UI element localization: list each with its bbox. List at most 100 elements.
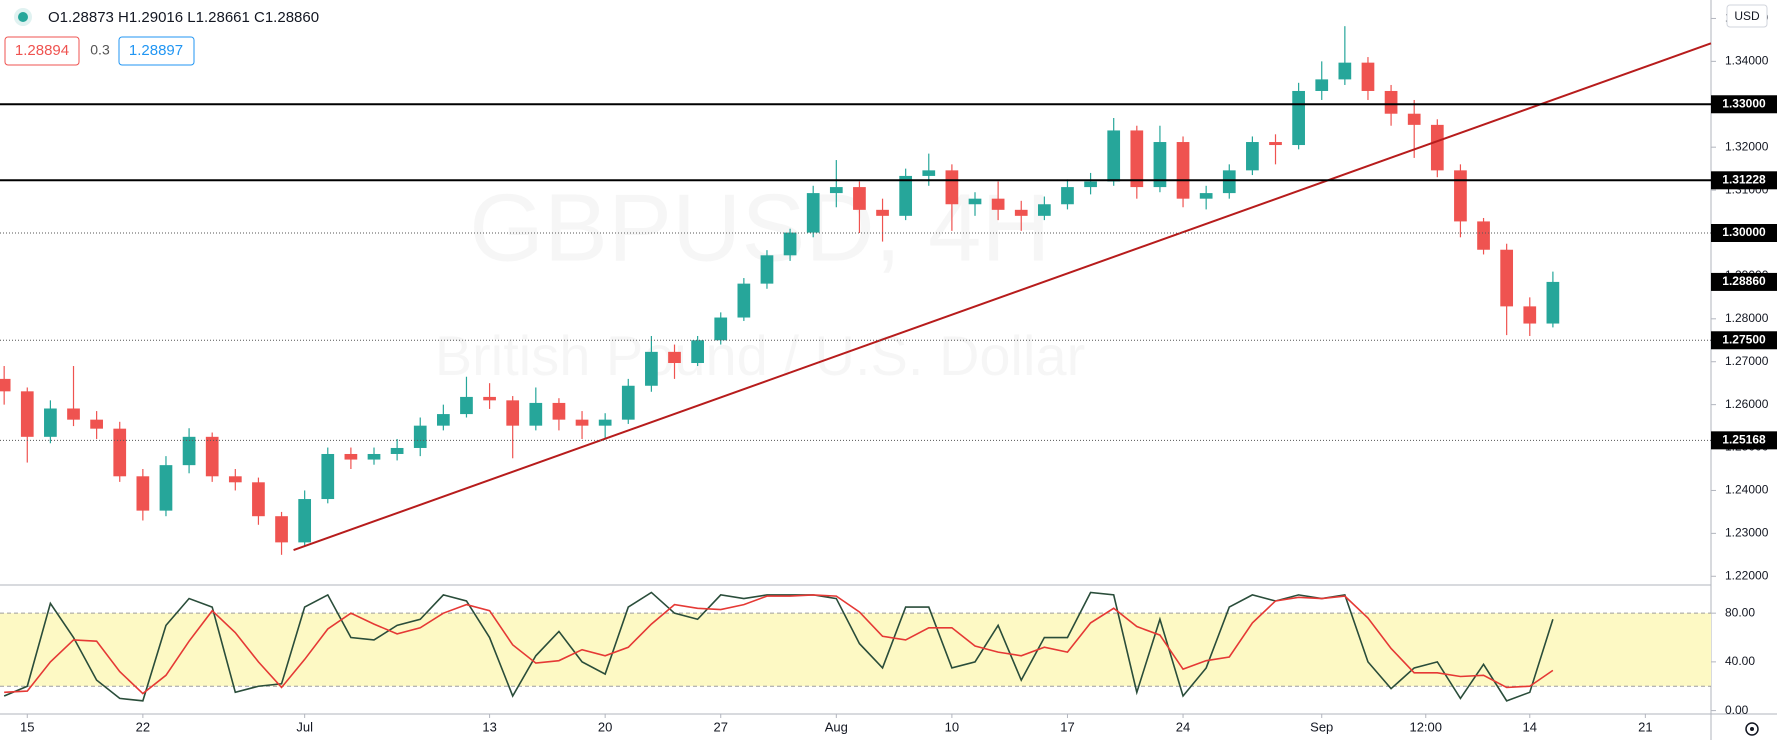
currency-box[interactable] (1726, 4, 1768, 28)
candle-body (506, 400, 520, 426)
x-tick-label: 15 (20, 719, 34, 734)
candle-body (1292, 90, 1305, 146)
bid-price[interactable]: 1.28894 (15, 42, 69, 59)
watermark-sub: British Pound / U.S. Dollar (435, 324, 1085, 387)
candle-body (1037, 204, 1051, 216)
candle-body (922, 170, 936, 176)
candle-body (1523, 306, 1537, 324)
candle-body (0, 378, 11, 392)
candle-body (298, 499, 312, 543)
candle-body (1269, 142, 1282, 146)
y-tick-label: 1.24000 (1725, 483, 1769, 497)
settings-icon-center[interactable] (1750, 727, 1754, 731)
last-price-box (1711, 272, 1777, 291)
x-tick-label: 24 (1176, 719, 1190, 734)
y-tick-label: 1.26000 (1725, 397, 1769, 411)
y-tick-label: 1.34000 (1725, 54, 1769, 68)
candle-body (1130, 130, 1144, 188)
settings-button[interactable] (1745, 722, 1759, 736)
candle-body (783, 232, 797, 256)
candle-body (344, 453, 358, 460)
candle-body (691, 340, 704, 364)
y-tick-label: 1.28000 (1725, 311, 1769, 325)
candle-body (1430, 124, 1444, 171)
x-tick-label: 17 (1060, 719, 1074, 734)
y-tick-label: 80.00 (1725, 605, 1755, 619)
level-label: 1.33000 (1722, 96, 1766, 110)
x-tick-label: 27 (714, 719, 728, 734)
level-label: 1.25168 (1722, 433, 1766, 447)
bid-box[interactable] (4, 36, 80, 66)
status-dot (18, 12, 28, 22)
candle-body (483, 396, 496, 401)
candle-body (529, 402, 543, 426)
x-tick-label: Sep (1310, 719, 1333, 734)
candle-body (113, 428, 127, 477)
x-tick-label: 12:00 (1409, 719, 1442, 734)
candle-body (1338, 62, 1352, 80)
level-label-box (1711, 431, 1777, 450)
candle-body (321, 453, 335, 500)
candle-body (1384, 90, 1398, 114)
candle-body (275, 516, 288, 543)
level-label: 1.31228 (1722, 172, 1766, 186)
candle-body (1361, 62, 1375, 91)
candle-body (367, 453, 381, 460)
candle-body (876, 209, 889, 216)
level-label-box (1711, 95, 1777, 114)
candle-body (1546, 281, 1560, 324)
settings-icon[interactable] (1745, 722, 1759, 736)
y-tick-label: 1.22000 (1725, 568, 1769, 582)
x-tick-label: 10 (945, 719, 959, 734)
candle-body (552, 402, 566, 420)
candle-body (598, 419, 612, 426)
candle-body (737, 283, 751, 318)
candle-body (1061, 187, 1074, 205)
level-label-box (1711, 331, 1777, 350)
trendline (293, 42, 1712, 552)
y-tick-label: 0.00 (1725, 703, 1749, 717)
candle-body (90, 419, 103, 429)
candle-body (1477, 221, 1490, 250)
plot: 15 22 Jul 13 20 27 Aug 10 17 24 Sep 12:00 14 21 1.2200… (0, 11, 1777, 734)
ask-price[interactable]: 1.28897 (129, 42, 183, 59)
candle-body (390, 447, 404, 454)
candle-body (1176, 142, 1190, 199)
header: O1.28873 H1.29016 L1.28661 C1.28860 1.28… (4, 8, 319, 66)
candle-body (436, 414, 450, 426)
currency-label[interactable]: USD (1734, 9, 1760, 23)
candle-body (945, 170, 959, 205)
candle-body (1222, 170, 1236, 194)
candle-body (67, 408, 80, 420)
level-label: 1.27500 (1722, 332, 1766, 346)
candle-body (899, 175, 913, 216)
y-tick-label: 1.23000 (1725, 526, 1769, 540)
currency-badge[interactable]: USD (1726, 4, 1768, 28)
candle-body (1315, 79, 1329, 91)
candle-body (252, 482, 265, 517)
x-tick-label: 20 (598, 719, 612, 734)
candle-body (413, 425, 427, 448)
candle-body (991, 198, 1005, 210)
candle-body (1084, 181, 1097, 188)
oscillator-line (3, 591, 1554, 702)
y-tick-label: 1.27000 (1725, 354, 1769, 368)
spread: 0.3 (90, 42, 110, 58)
candle-body (182, 436, 196, 466)
watermark: GBPUSD, 4H (469, 174, 1050, 281)
candle-body (1014, 209, 1028, 216)
candle-body (806, 193, 820, 233)
candle-body (829, 187, 843, 194)
candle-body (20, 391, 34, 437)
candle-body (1246, 142, 1259, 171)
level-label: 1.30000 (1722, 225, 1766, 239)
level-label-box (1711, 223, 1777, 242)
candle-body (853, 187, 866, 210)
y-tick-label: 1.32000 (1725, 139, 1769, 153)
ask-box[interactable] (118, 36, 195, 66)
candle-body (136, 476, 150, 511)
ohlc-values: O1.28873 H1.29016 L1.28661 C1.28860 (48, 9, 319, 26)
x-tick-label: 13 (482, 719, 496, 734)
candle-body (645, 351, 658, 386)
